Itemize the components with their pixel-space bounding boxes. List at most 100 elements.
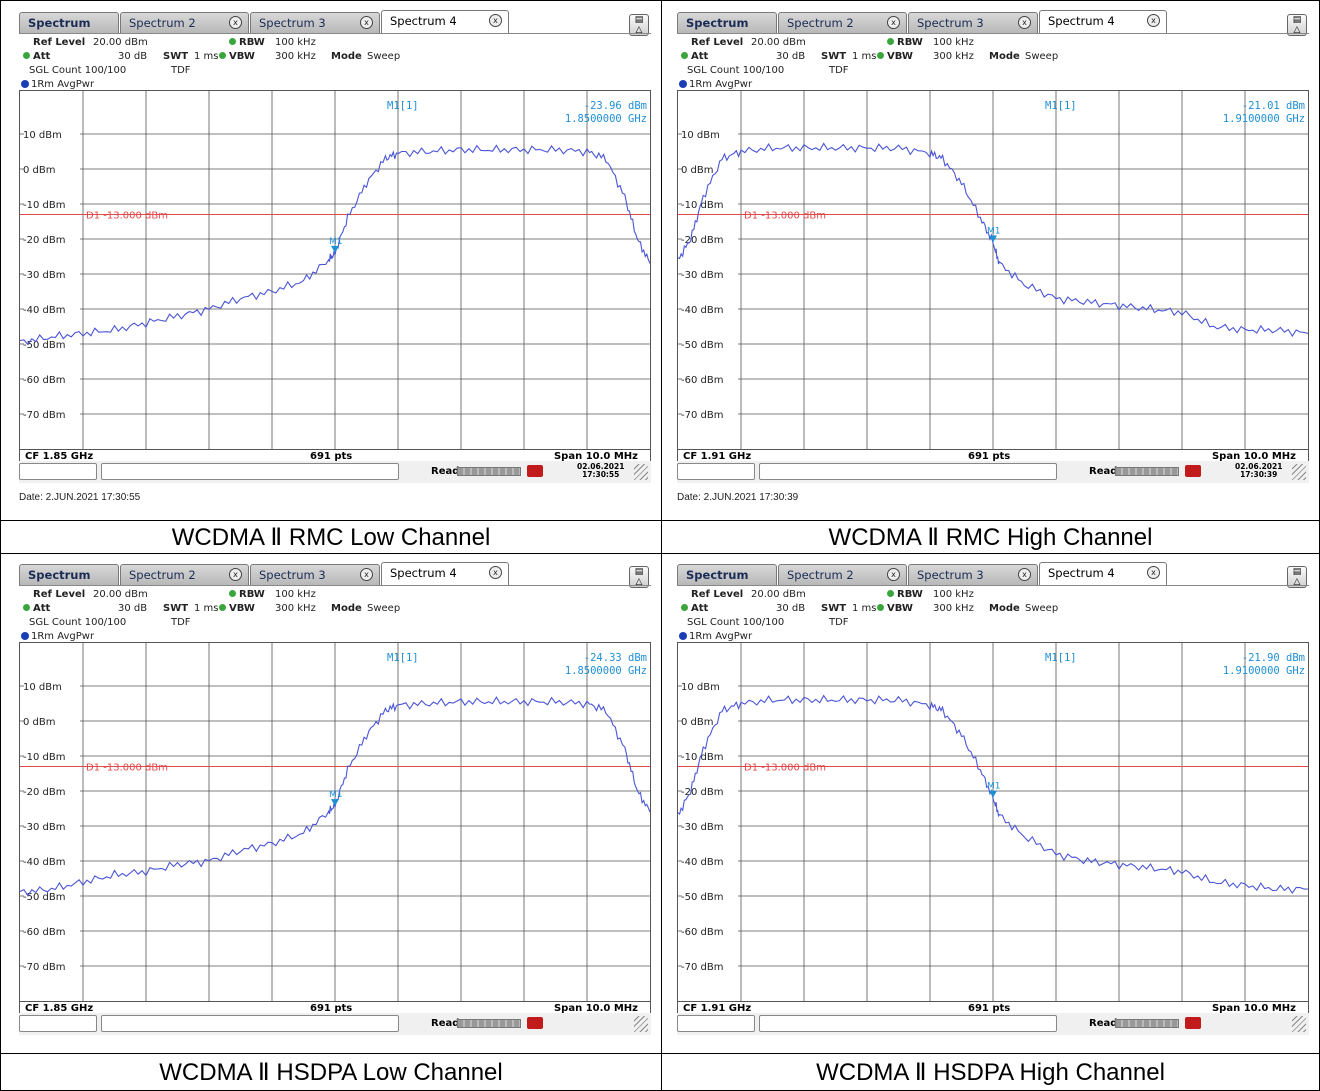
close-icon[interactable]: x <box>1147 14 1160 27</box>
trace-label: 1Rm AvgPwr <box>679 79 752 90</box>
spectrum-plot[interactable]: 10 dBm 0 dBm -10 dBm -20 dBm -30 dBm -40 dBm -… <box>677 90 1309 450</box>
setting-text: Att <box>691 51 709 62</box>
status-dot-icon <box>23 52 30 59</box>
status-field-message[interactable] <box>759 1015 1057 1032</box>
setting-text: SGL Count 100/100 <box>29 617 127 628</box>
y-tick-label: -20 dBm <box>23 787 65 798</box>
marker-tag: M1 <box>329 790 343 800</box>
tab-2[interactable]: Spectrum 2 x <box>120 564 249 585</box>
setting-tdf: TDF <box>171 65 191 76</box>
tab-label: Spectrum <box>28 568 91 582</box>
tab-4[interactable]: Spectrum 4 x <box>381 562 509 585</box>
trace-line <box>20 144 650 346</box>
tab-2[interactable]: Spectrum 2 x <box>120 12 249 33</box>
hardware-icon[interactable]: ▤ △ <box>629 566 649 588</box>
y-tick-label: -30 dBm <box>681 822 723 833</box>
tab-3[interactable]: Spectrum 3 x <box>908 564 1038 585</box>
status-field-left[interactable] <box>677 1015 755 1032</box>
setting-text: SWT <box>821 51 847 62</box>
tab-1[interactable]: Spectrum <box>677 564 777 585</box>
marker-value: -24.33 dBm <box>584 652 647 664</box>
tab-4[interactable]: Spectrum 4 x <box>381 10 509 33</box>
setting-text: SGL Count 100/100 <box>687 65 785 76</box>
progress-meter <box>1115 467 1179 476</box>
setting-text: 300 kHz <box>933 51 974 62</box>
setting-swt-label: SWT <box>821 603 846 614</box>
capture-date: Date: 2.JUN.2021 17:30:55 <box>19 492 141 503</box>
tab-3[interactable]: Spectrum 3 x <box>250 564 380 585</box>
status-field-message[interactable] <box>101 463 399 480</box>
setting-ref-level-label: Ref Level <box>33 37 85 48</box>
tab-3[interactable]: Spectrum 3 x <box>250 12 380 33</box>
tab-1[interactable]: Spectrum <box>19 12 119 33</box>
y-tick-label: 10 dBm <box>681 130 720 141</box>
sweep-points: 691 pts <box>310 451 353 462</box>
setting-text: 20.00 dBm <box>751 37 806 48</box>
tab-3[interactable]: Spectrum 3 x <box>908 12 1038 33</box>
spectrum-plot[interactable]: 10 dBm 0 dBm -10 dBm -20 dBm -30 dBm -40 dBm -… <box>19 90 651 450</box>
y-tick-label: -50 dBm <box>681 892 723 903</box>
setting-text: Sweep <box>1025 603 1059 614</box>
close-icon[interactable]: x <box>1018 568 1031 581</box>
trace-label: 1Rm AvgPwr <box>21 79 94 90</box>
spectrum-plot[interactable]: 10 dBm 0 dBm -10 dBm -20 dBm -30 dBm -40 dBm -… <box>677 642 1309 1002</box>
close-icon[interactable]: x <box>489 14 502 27</box>
close-icon[interactable]: x <box>360 568 373 581</box>
status-bar: Ready <box>677 1013 1309 1035</box>
y-tick-label: -30 dBm <box>23 822 65 833</box>
resize-grip-icon[interactable] <box>1292 1016 1306 1032</box>
hardware-icon[interactable]: ▤ △ <box>1287 566 1307 588</box>
y-tick-label: -50 dBm <box>681 340 723 351</box>
close-icon[interactable]: x <box>887 568 900 581</box>
setting-ref-level-label: Ref Level <box>691 589 743 600</box>
close-icon[interactable]: x <box>489 566 502 579</box>
spectrum-chart: 10 dBm 0 dBm -10 dBm -20 dBm -30 dBm -40 dBm -… <box>678 91 1308 449</box>
tab-1[interactable]: Spectrum <box>677 12 777 33</box>
status-field-left[interactable] <box>19 463 97 480</box>
tab-2[interactable]: Spectrum 2 x <box>778 564 907 585</box>
close-icon[interactable]: x <box>1147 566 1160 579</box>
tab-bar: Spectrum Spectrum 2 x Spectrum 3 x Spectrum 4… <box>677 10 1309 36</box>
setting-text: VBW <box>887 603 913 614</box>
setting-text: Sweep <box>367 603 401 614</box>
close-icon[interactable]: x <box>229 16 242 29</box>
marker-triangle-icon[interactable] <box>331 245 339 253</box>
setting-text: VBW <box>887 51 913 62</box>
analyzer-panel-2: Spectrum Spectrum 2 x Spectrum 3 x Spectrum 4… <box>677 9 1309 509</box>
tab-label: Spectrum 2 <box>129 568 196 582</box>
hardware-icon[interactable]: ▤ △ <box>629 14 649 36</box>
setting-text: 100 kHz <box>933 37 974 48</box>
marker-triangle-icon[interactable] <box>989 790 997 798</box>
center-frequency: CF 1.85 GHz <box>25 1003 94 1014</box>
close-icon[interactable]: x <box>887 16 900 29</box>
trace-label: 1Rm AvgPwr <box>679 631 752 642</box>
tab-1[interactable]: Spectrum <box>19 564 119 585</box>
spectrum-plot[interactable]: 10 dBm 0 dBm -10 dBm -20 dBm -30 dBm -40 dBm -… <box>19 642 651 1002</box>
tab-4[interactable]: Spectrum 4 x <box>1039 562 1167 585</box>
resize-grip-icon[interactable] <box>634 1016 648 1032</box>
resize-grip-icon[interactable] <box>1292 464 1306 480</box>
tab-2[interactable]: Spectrum 2 x <box>778 12 907 33</box>
tab-label: Spectrum 2 <box>787 568 854 582</box>
marker-triangle-icon[interactable] <box>331 799 339 807</box>
tab-4[interactable]: Spectrum 4 x <box>1039 10 1167 33</box>
close-icon[interactable]: x <box>360 16 373 29</box>
marker-name: M1[1] <box>1045 652 1077 664</box>
sweep-points: 691 pts <box>310 1003 353 1014</box>
status-field-message[interactable] <box>101 1015 399 1032</box>
hardware-icon[interactable]: ▤ △ <box>1287 14 1307 36</box>
tab-label: Spectrum <box>28 16 91 30</box>
limit-line-label: D1 -13.000 dBm <box>86 763 168 774</box>
marker-triangle-icon[interactable] <box>989 235 997 243</box>
resize-grip-icon[interactable] <box>634 464 648 480</box>
close-icon[interactable]: x <box>229 568 242 581</box>
status-field-message[interactable] <box>759 463 1057 480</box>
status-field-left[interactable] <box>677 463 755 480</box>
status-field-left[interactable] <box>19 1015 97 1032</box>
y-tick-label: 0 dBm <box>23 717 56 728</box>
setting-mode-label: Mode <box>989 51 1020 62</box>
setting-swt-value: 1 ms <box>194 603 219 614</box>
setting-ref-level-value: 20.00 dBm <box>751 589 806 600</box>
status-dot-icon <box>219 52 226 59</box>
close-icon[interactable]: x <box>1018 16 1031 29</box>
